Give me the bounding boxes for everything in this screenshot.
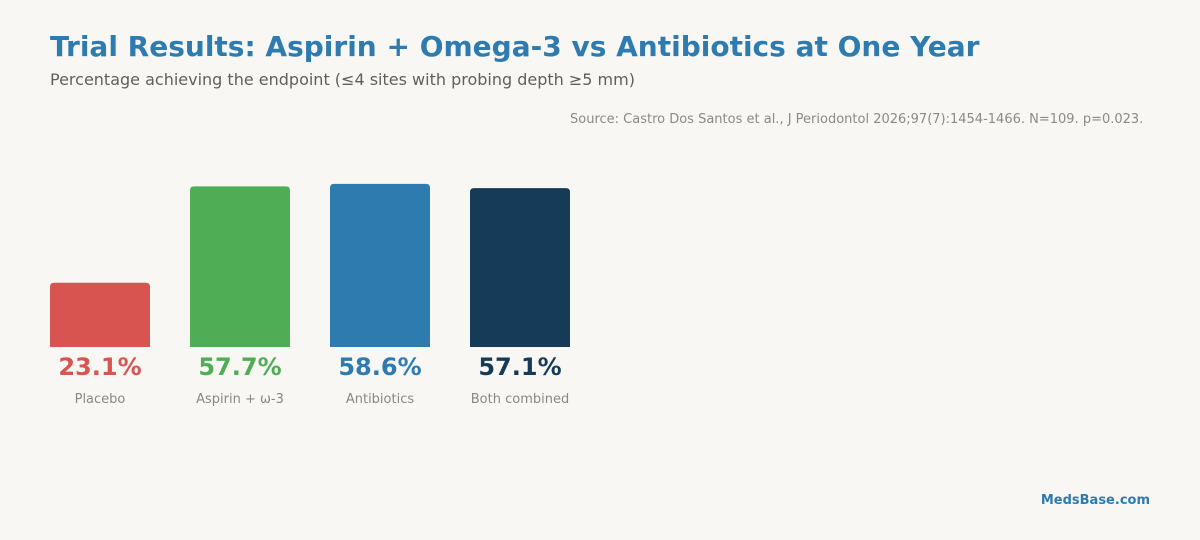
chart-subtitle: Percentage achieving the endpoint (≤4 si… xyxy=(50,70,635,89)
source-citation: Source: Castro Dos Santos et al., J Peri… xyxy=(570,112,1144,127)
category-label-1: Aspirin + ω-3 xyxy=(196,392,284,407)
chart-title: Trial Results: Aspirin + Omega-3 vs Anti… xyxy=(50,30,980,63)
bar-3 xyxy=(470,188,570,347)
category-label-0: Placebo xyxy=(75,392,126,407)
value-label-3: 57.1% xyxy=(478,353,561,381)
bar-1 xyxy=(190,186,290,347)
value-label-0: 23.1% xyxy=(58,353,141,381)
bar-2 xyxy=(330,183,430,347)
category-label-3: Both combined xyxy=(471,392,569,407)
value-label-1: 57.7% xyxy=(198,353,281,381)
bar-0 xyxy=(50,282,150,347)
brand-label: MedsBase.com xyxy=(1040,493,1150,508)
value-label-2: 58.6% xyxy=(338,353,421,381)
category-label-2: Antibiotics xyxy=(346,392,415,407)
